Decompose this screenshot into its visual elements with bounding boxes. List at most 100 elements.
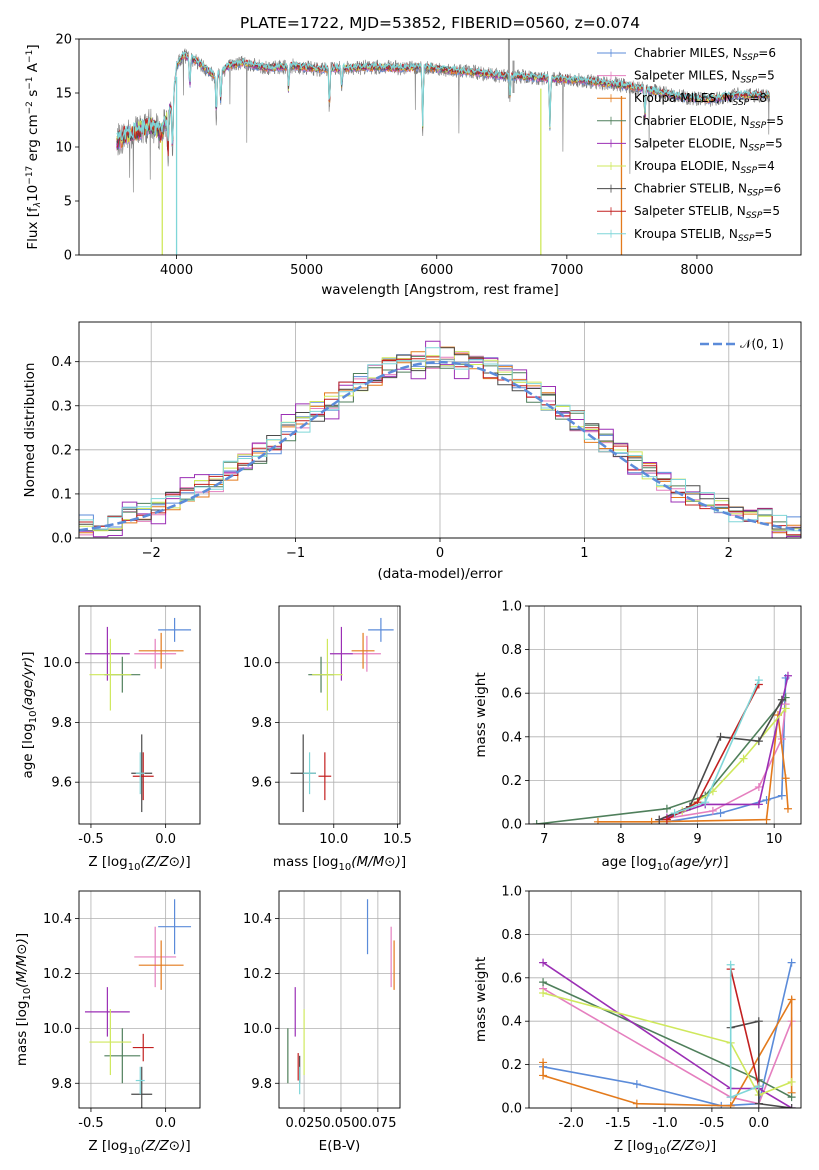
y-tick-label: 0.0 <box>501 818 522 833</box>
errorbar-chabrier-stelib <box>131 1066 153 1108</box>
y-tick-label: 10.4 <box>243 912 272 927</box>
x-tick-label: -1.0 <box>652 1116 677 1131</box>
y-tick-label: 0.0 <box>501 1102 522 1117</box>
y-tick-label: 1.0 <box>501 885 522 900</box>
axes-frame <box>528 605 802 825</box>
series-marker <box>787 1077 796 1086</box>
series-marker <box>754 1099 763 1108</box>
axes-massweight_vs_age: 7 8 9 10 0.0 0.2 0.4 0.6 0.8 1.0 age [log10(age/yr… <box>473 600 802 873</box>
series-marker <box>662 804 671 813</box>
x-axis-label: Z [log10(Z/Z⊙)] <box>88 1138 190 1157</box>
y-tick-label: 0.2 <box>501 1058 522 1073</box>
series-line <box>729 968 760 1087</box>
plot-area <box>290 617 394 813</box>
plot-area <box>532 671 792 824</box>
x-axis-label: age [log10(age/yr)] <box>601 854 728 873</box>
errorbar-salpeter-miles <box>134 926 177 988</box>
plot-area <box>116 39 771 255</box>
plot-area <box>287 899 395 1095</box>
x-tick-label: 0.050 <box>322 1116 359 1131</box>
series-marker <box>754 782 763 791</box>
y-tick-label: 5 <box>64 195 72 210</box>
y-tick-label: 0.0 <box>51 532 72 547</box>
errorbar-salpeter-miles <box>134 638 177 669</box>
axes-mass_vs_ebv: 0.025 0.050 0.075 9.8 10.0 10.2 10.4 E(B-V) <box>243 890 401 1154</box>
series-marker <box>787 1104 796 1108</box>
y-tick-label: 10.0 <box>43 656 72 671</box>
y-tick-label: 10 <box>55 141 72 156</box>
series-line <box>542 987 793 1105</box>
errorbar-salpeter-elodie <box>84 987 130 1037</box>
y-tick-label: 0.3 <box>51 399 72 414</box>
x-tick-label: -0.5 <box>699 1116 724 1131</box>
series-line <box>542 981 792 1098</box>
errorbar-salpeter-elodie <box>329 626 353 681</box>
y-tick-label: 10.2 <box>43 967 72 982</box>
series-marker <box>670 809 679 818</box>
axes-frame <box>78 321 802 539</box>
series-marker <box>777 695 786 704</box>
y-tick-label: 0.1 <box>51 487 72 502</box>
errorbar-kroupa-elodie <box>89 1009 132 1076</box>
x-tick-label: 0.025 <box>285 1116 322 1131</box>
series-kroupa-miles <box>539 995 796 1108</box>
series-marker <box>539 988 548 997</box>
errorbar-kroupa-stelib <box>135 752 145 795</box>
series-line <box>666 684 760 821</box>
y-tick-label: 0.8 <box>501 643 522 658</box>
y-tick-label: 0.2 <box>501 774 522 789</box>
x-tick-label: 0.0 <box>155 1116 176 1131</box>
y-axis-label: mass weight <box>473 957 489 1042</box>
series-marker <box>726 960 735 969</box>
x-tick-label: 7000 <box>550 263 583 278</box>
legend-label-chabrier-miles: Chabrier MILES, NSSP=6 <box>634 46 776 63</box>
errorbar-kroupa-miles <box>138 632 184 669</box>
x-axis-label: (data-model)/error <box>377 566 503 582</box>
series-marker <box>754 737 763 746</box>
errorbar-kroupa-miles <box>138 940 184 990</box>
series-marker <box>726 1093 735 1102</box>
x-tick-label: -2.0 <box>559 1116 584 1131</box>
axes-frame <box>78 38 802 256</box>
errorbar-chabrier-miles <box>158 899 192 955</box>
model-line-kroupa-stelib <box>116 51 770 144</box>
x-tick-label: 5000 <box>290 263 323 278</box>
series-marker <box>593 817 602 824</box>
y-tick-label: 15 <box>55 87 72 102</box>
errorbar-salpeter-stelib <box>132 1033 154 1062</box>
y-tick-label: 10.4 <box>43 912 72 927</box>
y-tick-label: 20 <box>55 33 72 48</box>
x-tick-label: 2 <box>725 546 733 561</box>
series-line <box>536 697 787 824</box>
x-axis-label: mass [log10(M/M⊙)] <box>273 854 406 873</box>
errorbar-kroupa-stelib <box>303 752 316 795</box>
series-marker <box>539 1058 548 1067</box>
x-tick-label: 10 <box>766 832 783 847</box>
x-tick-label: 9 <box>693 832 701 847</box>
y-tick-label: 0 <box>64 249 72 264</box>
errorbar-chabrier-miles <box>368 617 394 642</box>
series-marker <box>655 815 664 824</box>
plot-area <box>539 958 796 1108</box>
series-kroupa-stelib <box>726 960 763 1102</box>
series-chabrier-elodie <box>532 693 790 824</box>
series-marker <box>754 800 763 809</box>
plot-area <box>84 899 192 1108</box>
x-tick-label: 0.0 <box>748 1116 769 1131</box>
series-marker <box>787 958 796 967</box>
series-salpeter-elodie <box>539 958 796 1108</box>
y-tick-label: 9.8 <box>51 1077 72 1092</box>
y-tick-label: 10.0 <box>43 1022 72 1037</box>
series-marker <box>539 958 548 967</box>
legend-label-salpeter-stelib: Salpeter STELIB, NSSP=5 <box>634 204 780 221</box>
y-tick-label: 0.8 <box>501 928 522 943</box>
series-marker <box>539 978 548 987</box>
axes-spectrum: 4000 5000 6000 7000 8000 0 5 10 15 20 Chabrier MIL… <box>25 33 802 298</box>
axes-age_vs_mass: 10.0 10.5 9.6 9.8 10.0 mass [log10(M/M⊙)] <box>243 605 412 873</box>
series-marker <box>662 815 671 824</box>
normal-curve <box>79 360 801 532</box>
y-tick-label: 0.4 <box>501 730 522 745</box>
axes-frame <box>278 605 401 825</box>
series-kroupa-stelib <box>670 676 763 818</box>
plot-area <box>79 340 801 538</box>
